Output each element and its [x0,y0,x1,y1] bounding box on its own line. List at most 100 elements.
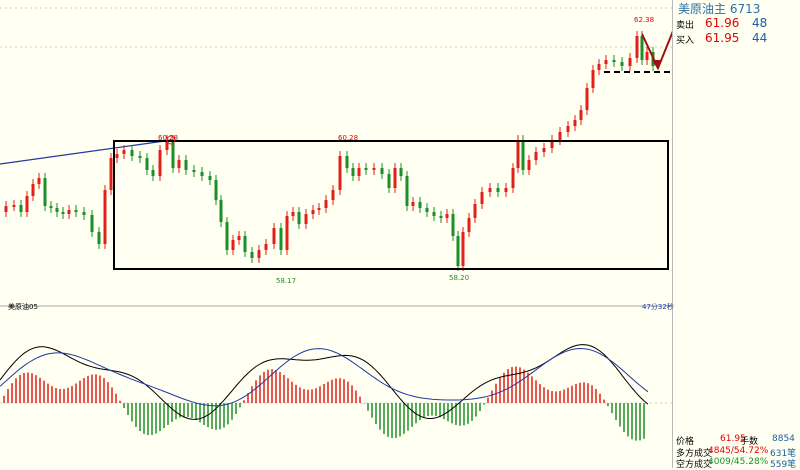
candle-body [445,214,449,218]
candle-body [364,168,368,170]
candle-body [74,210,78,212]
instrument-code: 6713 [729,2,761,16]
candle-body [130,150,134,156]
candle-body [480,192,484,204]
candle-body [612,60,616,62]
candle-body [324,200,328,208]
candle-body [82,212,86,215]
candle-body [345,156,349,168]
candle-body [61,212,65,214]
candle-body [511,168,515,188]
candle-body [357,168,361,176]
candle-body [579,110,583,120]
box-left-high-label: 60.28 [158,134,179,142]
candle-body [272,228,276,244]
candle-body [591,70,595,88]
hands-label: 手数 [740,437,759,447]
candle-body [109,158,113,190]
candle-body [12,205,16,207]
candle-body [393,168,397,188]
candle-body [439,216,443,218]
candle-body [585,88,589,110]
candle-body [208,176,212,180]
candle-body [165,140,169,150]
high-marker [166,135,176,145]
candle-body [628,58,632,66]
candle-body [171,140,175,168]
candle-body [534,152,538,160]
consolidation-box [113,140,669,270]
candle-body [558,132,562,140]
candle-body [31,184,35,196]
price-value: 61.95 [720,434,746,444]
candle-body [257,250,261,258]
candle-body [640,36,644,60]
sell-volume: 48 [752,16,768,30]
candle-body [97,232,101,244]
candle-body [67,210,71,214]
sell-label: 卖出 [676,21,695,31]
candle-body [496,188,500,192]
candle-body [473,204,477,218]
candle-body [451,214,455,236]
candle-body [604,60,608,64]
candle-body [456,236,460,266]
long-value: 4845/54.72% [708,446,769,456]
candle-body [516,140,520,168]
candle-body [138,156,142,158]
box-low1-label: 58.17 [276,277,297,285]
quote-panel [672,0,800,468]
price-label: 价格 [676,437,695,447]
candle-body [338,156,342,190]
candle-body [317,208,321,210]
candle-body [521,140,525,170]
candle-body [399,168,403,176]
candle-body [122,150,126,154]
candle-body [192,170,196,172]
candle-body [279,228,283,250]
candle-body [151,170,155,176]
arrow-head [652,60,662,70]
candle-body [237,236,241,240]
box-low2-label: 58.20 [449,274,470,282]
long-label: 多方成交 [676,449,713,459]
candle-body [372,168,376,170]
buy-volume: 44 [752,31,768,45]
candle-body [49,206,53,208]
candle-body [432,212,436,216]
candle-body [4,206,8,212]
candle-body [488,188,492,192]
candle-body [19,205,23,212]
candle-body [597,64,601,70]
candle-body [620,62,624,66]
candle-body [243,236,247,252]
candle-body [177,160,181,168]
candle-body [43,178,47,206]
candle-body [405,176,409,206]
time-remaining: 47分32秒 [642,303,674,311]
candle-body [425,208,429,212]
candle-body [200,172,204,176]
candle-body [542,148,546,152]
macd-dif-line [0,344,649,420]
candle-body [219,200,223,222]
candle-body [231,240,235,250]
sell-price: 61.96 [705,16,740,30]
candle-body [351,168,355,176]
candle-body [635,36,639,58]
candle-body [504,188,508,192]
instrument-name: 美原油主 [678,2,727,16]
candle-body [304,214,308,224]
candle-body [645,52,649,60]
short-label: 空方成交 [676,460,713,470]
candle-body [291,212,295,216]
candle-body [103,190,107,244]
candle-body [387,174,391,188]
candle-body [90,215,94,232]
candle-body [297,212,301,224]
candle-body [527,160,531,170]
buy-label: 买入 [676,36,695,46]
long-count: 631笔 [770,449,797,459]
candle-body [467,218,471,232]
